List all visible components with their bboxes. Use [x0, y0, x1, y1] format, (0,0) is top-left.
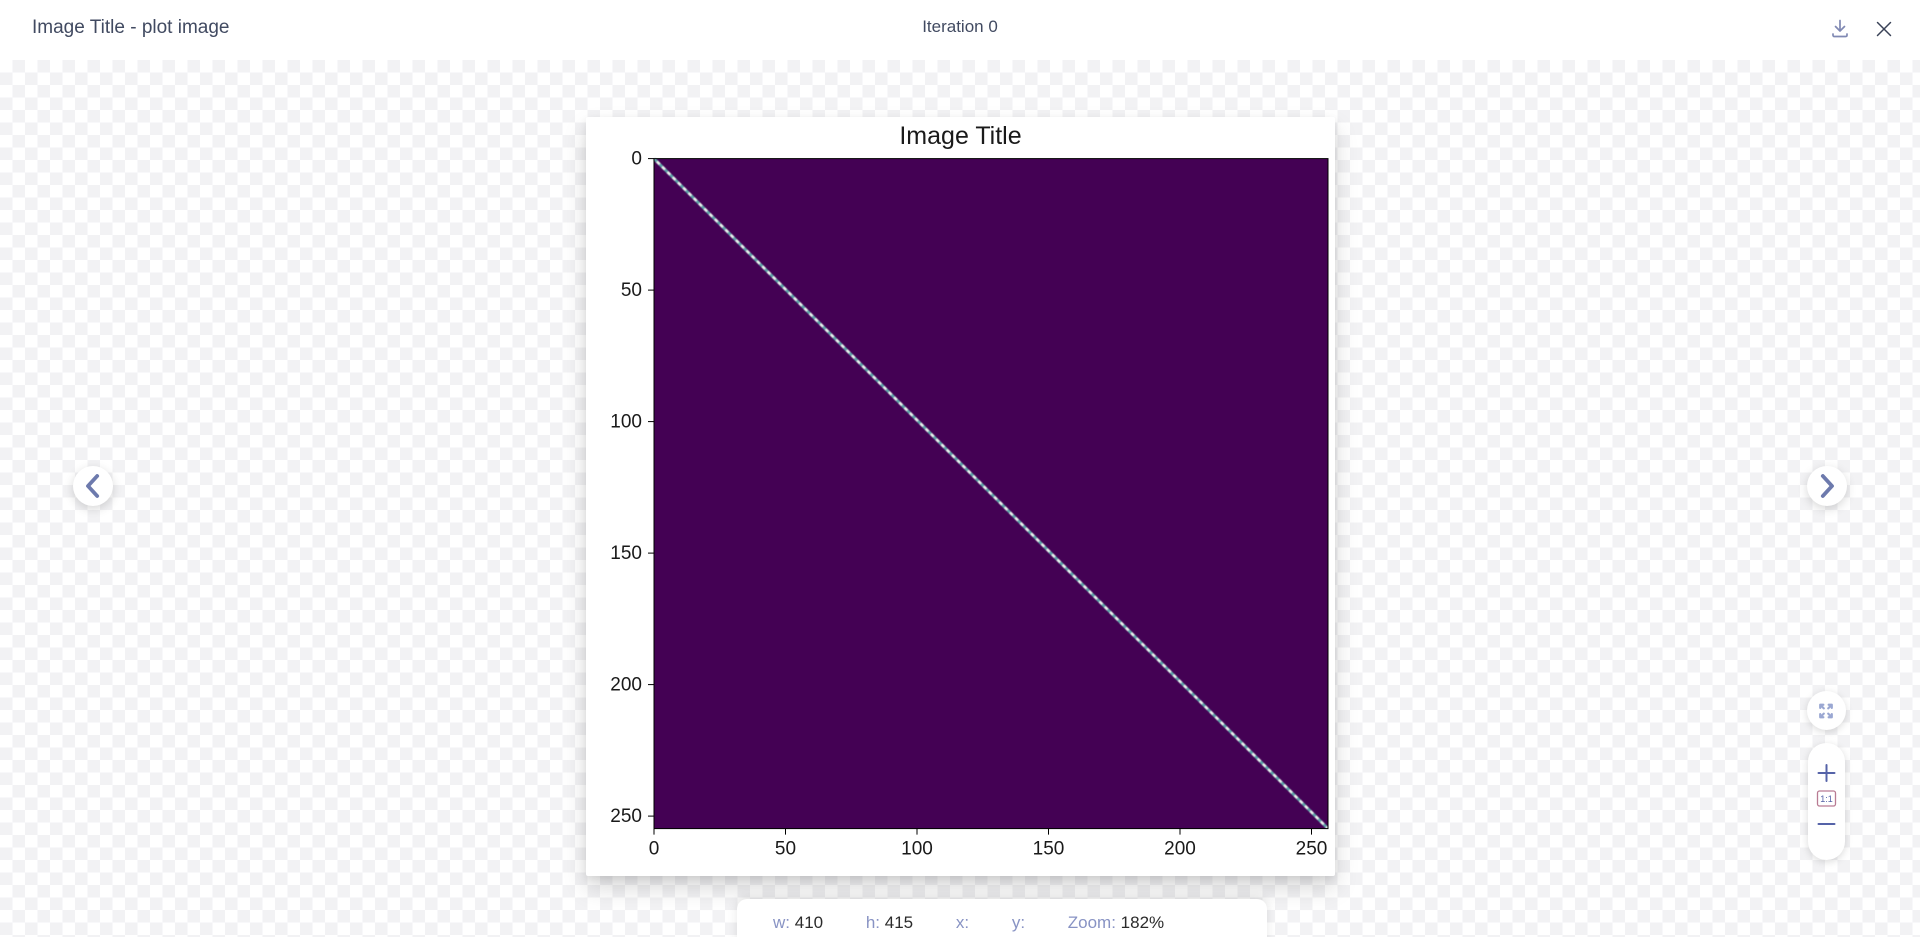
svg-text:0: 0: [649, 839, 660, 860]
svg-text:200: 200: [610, 675, 642, 696]
svg-text:Image Title: Image Title: [899, 122, 1021, 150]
svg-text:100: 100: [610, 412, 642, 433]
svg-text:150: 150: [1033, 839, 1065, 860]
svg-text:150: 150: [610, 543, 642, 564]
svg-text:100: 100: [901, 839, 933, 860]
svg-text:1:1: 1:1: [1820, 794, 1833, 804]
svg-text:250: 250: [1296, 839, 1328, 860]
svg-text:0: 0: [631, 149, 642, 170]
svg-text:200: 200: [1164, 839, 1196, 860]
svg-text:250: 250: [610, 806, 642, 827]
svg-text:50: 50: [775, 839, 796, 860]
svg-text:50: 50: [621, 280, 642, 301]
